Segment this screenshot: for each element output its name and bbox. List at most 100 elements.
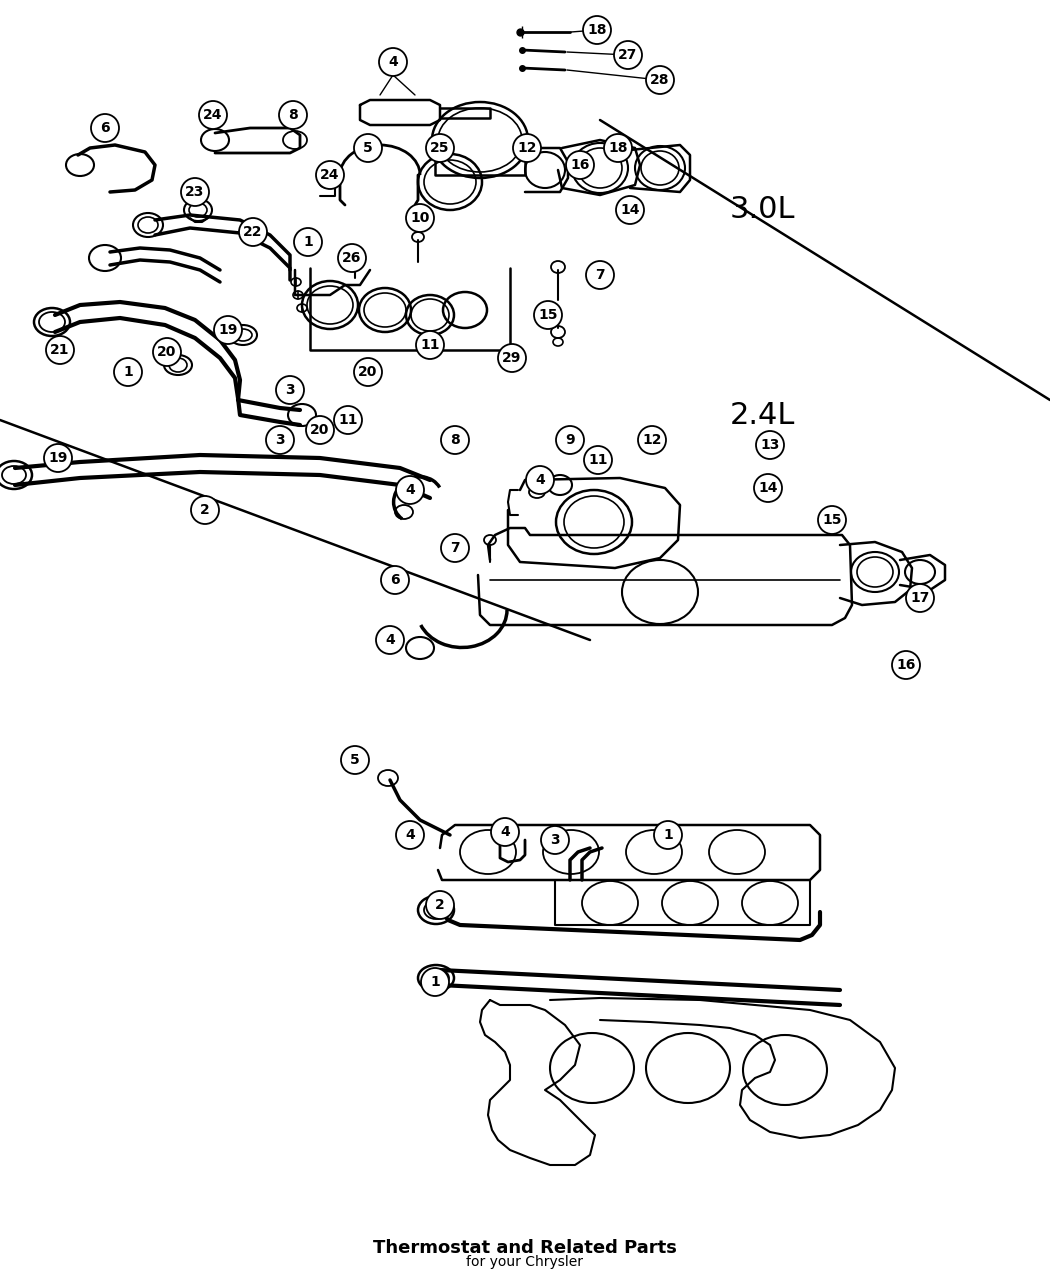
Text: 2.4L: 2.4L [730,400,796,430]
Text: 3: 3 [275,434,285,448]
Circle shape [294,228,322,256]
Text: 26: 26 [342,251,361,265]
Text: 24: 24 [204,108,223,122]
Circle shape [566,150,594,178]
Circle shape [638,426,666,454]
Text: 29: 29 [502,351,522,365]
Text: 5: 5 [363,142,373,156]
Text: 7: 7 [450,541,460,555]
Circle shape [46,337,74,363]
Circle shape [181,179,209,207]
Text: 3: 3 [286,382,295,397]
Text: 20: 20 [358,365,378,379]
Text: 1: 1 [123,365,133,379]
Text: 9: 9 [565,434,574,448]
Circle shape [426,891,454,919]
Circle shape [526,465,554,493]
Circle shape [276,376,304,404]
Text: 8: 8 [450,434,460,448]
Circle shape [266,426,294,454]
Text: 7: 7 [595,268,605,282]
Text: 19: 19 [48,451,67,465]
Circle shape [654,821,682,849]
Circle shape [91,113,119,142]
Circle shape [354,358,382,386]
Circle shape [191,496,219,524]
Text: for your Chrysler: for your Chrysler [466,1255,584,1269]
Circle shape [421,968,449,996]
Text: 4: 4 [536,473,545,487]
Circle shape [586,261,614,289]
Text: 4: 4 [500,825,510,839]
Circle shape [416,332,444,360]
Text: 1: 1 [303,235,313,249]
Text: 14: 14 [758,481,778,495]
Text: 6: 6 [391,572,400,586]
Circle shape [441,426,469,454]
Text: 4: 4 [405,827,415,842]
Text: 25: 25 [430,142,449,156]
Text: 1: 1 [664,827,673,842]
Circle shape [396,476,424,504]
Text: 21: 21 [50,343,69,357]
Circle shape [279,101,307,129]
Text: 11: 11 [338,413,358,427]
Circle shape [491,819,519,847]
Text: 10: 10 [411,210,429,224]
Text: 28: 28 [650,73,670,87]
Circle shape [614,41,642,69]
Circle shape [892,652,920,680]
Circle shape [604,134,632,162]
Text: 27: 27 [618,48,637,62]
Text: 13: 13 [760,439,780,453]
Circle shape [513,134,541,162]
Text: 15: 15 [539,309,558,323]
Text: 17: 17 [910,592,929,606]
Text: 2: 2 [435,898,445,912]
Text: 6: 6 [100,121,110,135]
Text: Thermostat and Related Parts: Thermostat and Related Parts [373,1239,677,1257]
Text: 20: 20 [311,423,330,437]
Circle shape [818,506,846,534]
Circle shape [239,218,267,246]
Circle shape [754,474,782,502]
Circle shape [200,101,227,129]
Circle shape [114,358,142,386]
Text: 11: 11 [420,338,440,352]
Circle shape [906,584,934,612]
Text: 22: 22 [244,224,262,238]
Text: 23: 23 [185,185,205,199]
Circle shape [406,204,434,232]
Text: 18: 18 [608,142,628,156]
Circle shape [341,746,369,774]
Text: 2: 2 [201,504,210,516]
Text: 4: 4 [388,55,398,69]
Circle shape [338,244,366,272]
Circle shape [498,344,526,372]
Circle shape [396,821,424,849]
Circle shape [426,134,454,162]
Circle shape [316,161,344,189]
Text: 19: 19 [218,323,237,337]
Circle shape [379,48,407,76]
Circle shape [616,196,644,224]
Text: 16: 16 [897,658,916,672]
Circle shape [44,444,72,472]
Text: 3: 3 [550,833,560,847]
Circle shape [381,566,410,594]
Text: 14: 14 [621,203,639,217]
Circle shape [376,626,404,654]
Circle shape [583,17,611,45]
Circle shape [354,134,382,162]
Circle shape [756,431,784,459]
Circle shape [534,301,562,329]
Text: 1: 1 [430,975,440,989]
Circle shape [153,338,181,366]
Text: 18: 18 [587,23,607,37]
Circle shape [214,316,242,344]
Text: 5: 5 [350,754,360,768]
Circle shape [541,826,569,854]
Text: 15: 15 [822,513,842,527]
Text: 12: 12 [643,434,662,448]
Circle shape [646,66,674,94]
